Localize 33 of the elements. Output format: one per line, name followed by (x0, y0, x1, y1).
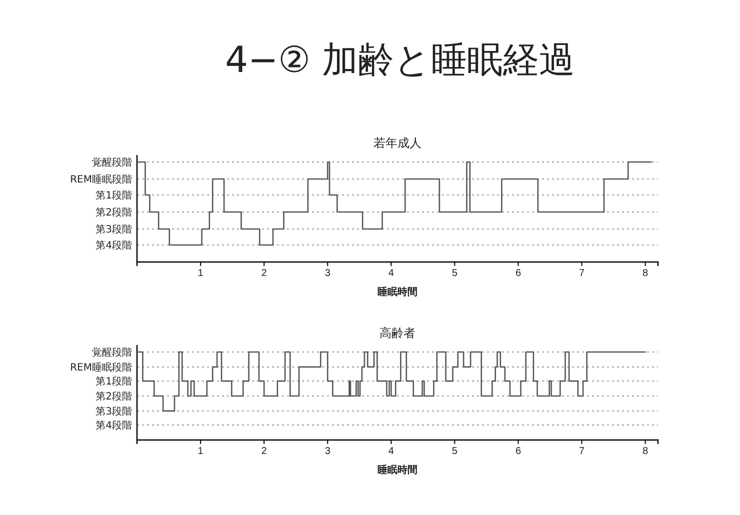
x-tick-label: 4 (388, 268, 394, 280)
ref-line-label: REM睡眠段階 (70, 361, 132, 374)
ref-line-label: 第1段階 (96, 376, 132, 388)
x-axis-title: 睡眠時間 (378, 286, 418, 298)
ref-line-label: 覚醒段階 (92, 156, 132, 168)
x-tick-label: 2 (261, 268, 268, 280)
x-tick-label: 1 (198, 446, 204, 458)
x-tick-label: 5 (452, 446, 458, 458)
chart-subtitle: 若年成人 (374, 136, 422, 150)
x-tick-label: 8 (642, 268, 649, 280)
x-tick-label: 7 (578, 446, 585, 458)
x-tick-label: 8 (642, 446, 649, 458)
x-tick-label: 2 (261, 446, 268, 458)
ref-line-label: 第2段階 (96, 206, 132, 218)
chart-title: 高齢者 (380, 326, 416, 340)
x-tick-label: 5 (452, 268, 458, 280)
x-tick-label: 3 (324, 446, 331, 458)
ref-line-label: REM睡眠段階 (70, 174, 132, 186)
x-tick-label: 6 (515, 268, 522, 280)
x-tick-label: 7 (578, 268, 585, 280)
x-tick-label: 6 (515, 446, 522, 458)
x-tick-label: 4 (388, 446, 394, 458)
ref-line-label: 第4段階 (96, 240, 132, 252)
ref-line-label: 第3段階 (96, 405, 132, 418)
ref-line-label: 第3段階 (96, 224, 132, 236)
ref-line-label: 第2段階 (96, 390, 132, 402)
x-axis-title: 睡眠時間 (378, 464, 418, 476)
x-tick-label: 3 (324, 268, 331, 280)
chart-title: 4−② 加齢と睡眠経過 (225, 40, 575, 81)
ref-line-label: 第1段階 (96, 190, 132, 202)
ref-line-label: 第4段階 (96, 420, 132, 432)
ref-line-label: 覚醒段階 (92, 346, 132, 358)
x-tick-label: 1 (198, 268, 204, 280)
